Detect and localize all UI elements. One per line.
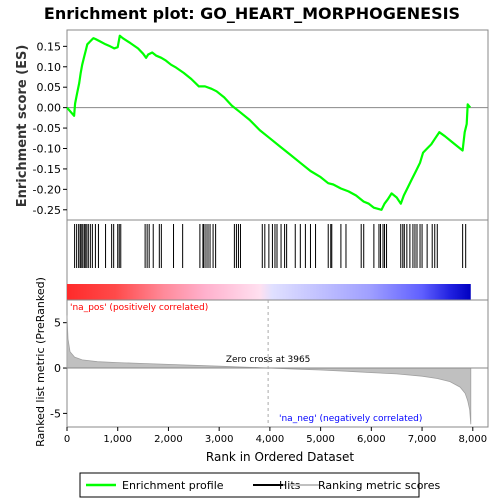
- es-panel: -0.25 -0.20 -0.15 -0.10 -0.05 0.00 0.05 0.10 0.1…: [33, 29, 489, 221]
- x-axis: 0 1,000 2,000 3,000 4,000 5,000 6,000 7,000 8,00…: [64, 427, 487, 445]
- legend: Enrichment profile Hits Ranking metric sco…: [79, 472, 440, 498]
- es-y-tick-label: 0.10: [37, 61, 62, 74]
- enrichment-profile-line: [66, 34, 472, 211]
- ranking-metric-area: [66, 315, 472, 425]
- x-tick-label: 8,000: [458, 434, 487, 445]
- legend-frame: [79, 472, 420, 498]
- x-tick-label: 3,000: [205, 434, 234, 445]
- x-tick-label: 5,000: [306, 434, 335, 445]
- x-tick-label: 4,000: [256, 434, 285, 445]
- rank-y-tick-label: 5: [54, 317, 61, 330]
- rank-panel: -5 0 5 Zero cross at 3965 'na_pos' (positive…: [50, 299, 489, 428]
- x-tick-label: 2,000: [154, 434, 183, 445]
- es-y-tick-label: -0.20: [33, 183, 61, 196]
- legend-label: Ranking metric scores: [318, 479, 440, 492]
- rank-y-tick-label: 0: [54, 362, 61, 375]
- legend-label: Enrichment profile: [122, 479, 224, 492]
- rank-y-tick-label: -5: [50, 407, 61, 420]
- legend-label: Hits: [279, 479, 301, 492]
- es-y-tick-label: -0.10: [33, 142, 61, 155]
- zero-cross-label: Zero cross at 3965: [226, 355, 311, 365]
- x-axis-label: Rank in Ordered Dataset: [206, 450, 354, 464]
- es-y-tick-label: 0.05: [37, 81, 62, 94]
- es-y-axis-label: Enrichment score (ES): [15, 45, 30, 208]
- x-tick-label: 7,000: [408, 434, 437, 445]
- es-y-tick-label: -0.05: [33, 122, 61, 135]
- es-y-tick-label: 0.15: [37, 40, 62, 53]
- es-y-tick-label: 0.00: [37, 102, 62, 115]
- hits-panel: [66, 219, 489, 301]
- x-tick-label: 6,000: [357, 434, 386, 445]
- es-plot-frame: [66, 29, 489, 221]
- positive-correlation-label: 'na_pos' (positively correlated): [70, 303, 208, 313]
- es-y-tick-label: -0.15: [33, 163, 61, 176]
- es-y-tick-label: -0.25: [33, 204, 61, 217]
- chart-title: Enrichment plot: GO_HEART_MORPHOGENESIS: [44, 4, 460, 23]
- negative-correlation-label: 'na_neg' (negatively correlated): [279, 414, 422, 424]
- x-tick-label: 0: [64, 434, 70, 445]
- correlation-color-bar: [67, 284, 471, 300]
- x-tick-label: 1,000: [103, 434, 132, 445]
- rank-y-axis-label: Ranked list metric (PreRanked): [34, 277, 47, 447]
